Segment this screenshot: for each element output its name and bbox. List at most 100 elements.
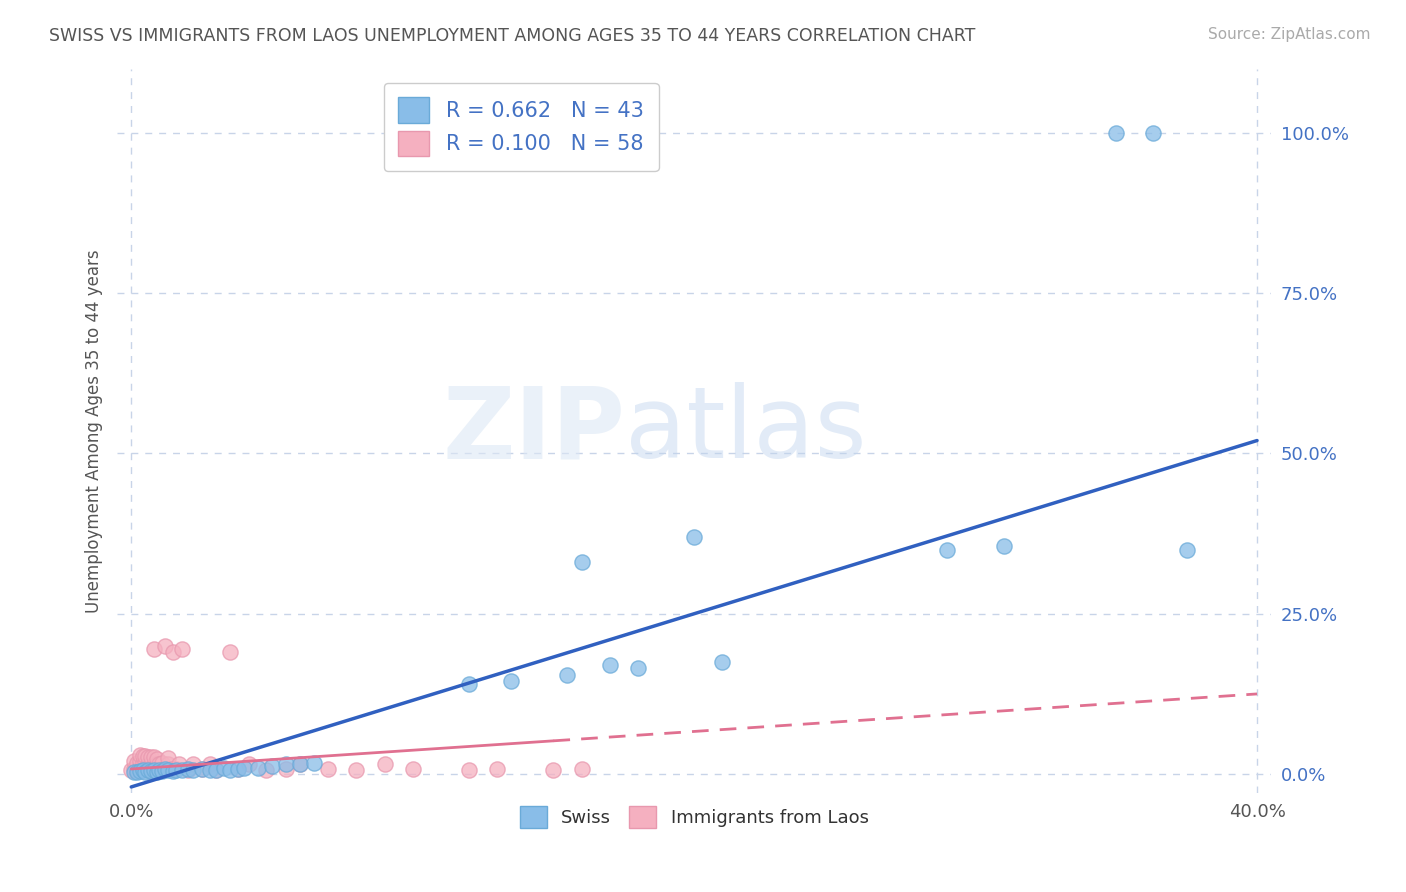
Point	[122, 754, 145, 768]
Point	[711, 655, 734, 669]
Point	[1142, 126, 1164, 140]
Text: SWISS VS IMMIGRANTS FROM LAOS UNEMPLOYMENT AMONG AGES 35 TO 44 YEARS CORRELATION: SWISS VS IMMIGRANTS FROM LAOS UNEMPLOYME…	[49, 27, 976, 45]
Point	[344, 763, 367, 777]
Point	[148, 763, 170, 777]
Point	[122, 764, 145, 779]
Point	[125, 765, 148, 780]
Point	[139, 756, 162, 770]
Point	[198, 756, 221, 771]
Point	[131, 764, 153, 778]
Point	[190, 762, 212, 776]
Point	[557, 667, 579, 681]
Point	[150, 756, 173, 770]
Point	[1175, 542, 1198, 557]
Point	[204, 763, 226, 777]
Point	[218, 764, 240, 778]
Point	[212, 761, 235, 775]
Point	[139, 750, 162, 764]
Point	[165, 762, 187, 776]
Point	[139, 762, 162, 776]
Point	[145, 764, 167, 779]
Point	[167, 756, 190, 771]
Point	[238, 756, 260, 771]
Point	[627, 661, 650, 675]
Point	[128, 764, 150, 778]
Y-axis label: Unemployment Among Ages 35 to 44 years: Unemployment Among Ages 35 to 44 years	[86, 249, 103, 613]
Point	[134, 764, 156, 779]
Point	[145, 752, 167, 766]
Point	[204, 763, 226, 777]
Point	[131, 749, 153, 764]
Point	[128, 754, 150, 768]
Point	[142, 750, 165, 764]
Point	[131, 762, 153, 776]
Point	[190, 762, 212, 776]
Point	[148, 763, 170, 777]
Point	[145, 762, 167, 776]
Point	[260, 758, 283, 772]
Point	[139, 764, 162, 778]
Legend: Swiss, Immigrants from Laos: Swiss, Immigrants from Laos	[512, 798, 876, 835]
Point	[571, 762, 593, 776]
Point	[198, 763, 221, 777]
Point	[136, 756, 159, 771]
Point	[156, 764, 179, 778]
Point	[159, 762, 181, 776]
Point	[136, 763, 159, 777]
Text: ZIP: ZIP	[441, 383, 624, 479]
Text: atlas: atlas	[624, 383, 866, 479]
Point	[458, 763, 481, 777]
Point	[543, 763, 565, 777]
Point	[458, 677, 481, 691]
Point	[165, 763, 187, 777]
Point	[374, 756, 396, 771]
Point	[162, 764, 184, 778]
Point	[142, 764, 165, 778]
Point	[486, 762, 509, 776]
Point	[170, 764, 193, 778]
Point	[150, 764, 173, 778]
Point	[142, 642, 165, 657]
Point	[246, 761, 269, 775]
Point	[683, 530, 706, 544]
Point	[254, 763, 277, 777]
Point	[232, 761, 254, 775]
Point	[122, 762, 145, 776]
Point	[288, 756, 311, 771]
Point	[153, 762, 176, 776]
Point	[120, 764, 142, 778]
Point	[302, 756, 325, 770]
Point	[936, 542, 959, 557]
Point	[993, 540, 1015, 554]
Point	[131, 756, 153, 770]
Point	[156, 751, 179, 765]
Point	[274, 762, 297, 776]
Point	[156, 756, 179, 771]
Point	[145, 756, 167, 771]
Point	[288, 757, 311, 772]
Point	[571, 556, 593, 570]
Point	[274, 757, 297, 772]
Point	[134, 749, 156, 764]
Point	[316, 762, 339, 776]
Point	[176, 763, 198, 777]
Point	[148, 756, 170, 771]
Point	[134, 762, 156, 776]
Point	[150, 762, 173, 776]
Point	[153, 639, 176, 653]
Point	[128, 747, 150, 762]
Text: Source: ZipAtlas.com: Source: ZipAtlas.com	[1208, 27, 1371, 42]
Point	[176, 762, 198, 776]
Point	[1105, 126, 1128, 140]
Point	[162, 645, 184, 659]
Point	[170, 642, 193, 657]
Point	[142, 756, 165, 771]
Point	[128, 761, 150, 775]
Point	[402, 762, 425, 776]
Point	[125, 756, 148, 770]
Point	[153, 762, 176, 776]
Point	[125, 764, 148, 778]
Point	[218, 645, 240, 659]
Point	[501, 674, 523, 689]
Point	[226, 762, 249, 776]
